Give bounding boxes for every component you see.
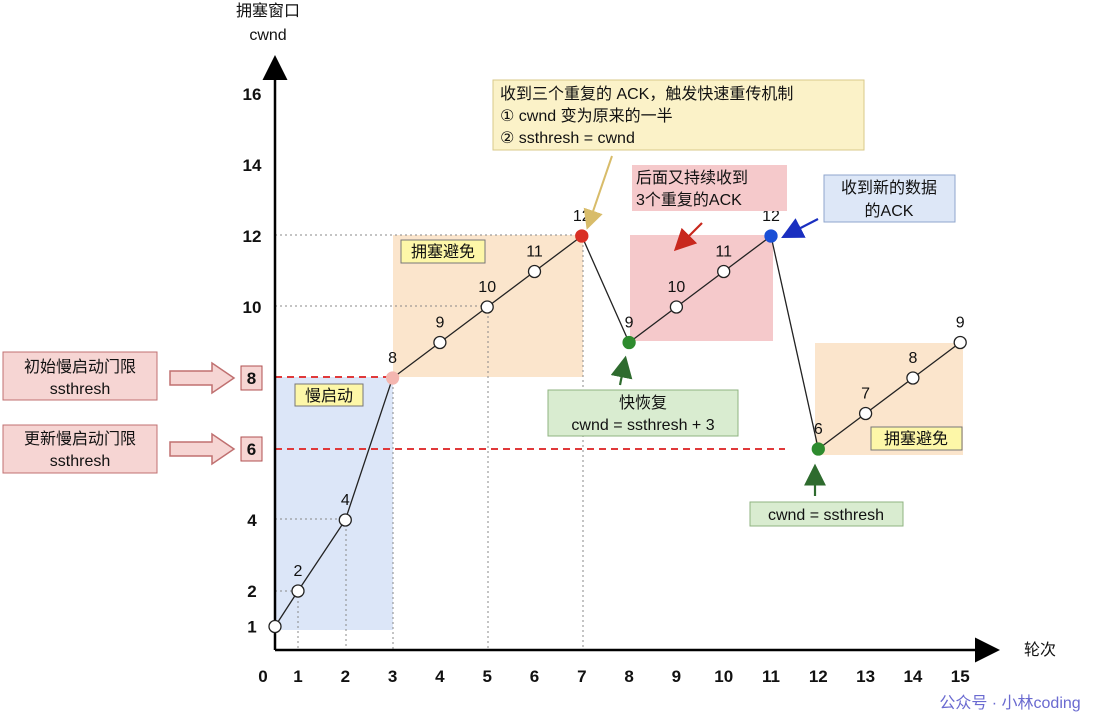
data-point bbox=[764, 229, 778, 243]
data-label: 12 bbox=[573, 208, 591, 225]
data-label: 8 bbox=[388, 350, 397, 367]
right-arrow-icon bbox=[169, 361, 236, 395]
fast-retransmit-note: 收到三个重复的 ACK，触发快速重传机制 ① cwnd 变为原来的一半 ② ss… bbox=[492, 79, 865, 151]
y-tick-label: 12 bbox=[243, 227, 262, 246]
svg-text:快恢复: 快恢复 bbox=[619, 394, 667, 412]
data-label: 11 bbox=[526, 244, 543, 261]
x-tick-label: 2 bbox=[341, 667, 350, 686]
cwnd-series-line bbox=[274, 234, 961, 627]
arrow-icon bbox=[673, 222, 703, 252]
svg-text:ssthresh: ssthresh bbox=[50, 453, 110, 470]
updated-ssthresh-callout: 更新慢启动门限 ssthresh bbox=[2, 424, 158, 474]
x-tick-label: 11 bbox=[762, 667, 780, 686]
x-tick-label: 10 bbox=[714, 667, 733, 686]
ssthresh-8-label: 8 bbox=[247, 369, 256, 388]
data-label: 4 bbox=[341, 492, 350, 509]
svg-text:慢启动: 慢启动 bbox=[305, 387, 353, 405]
data-point bbox=[669, 300, 684, 314]
data-label: 2 bbox=[294, 563, 303, 580]
svg-text:拥塞避免: 拥塞避免 bbox=[411, 243, 475, 261]
new-ack-note: 收到新的数据 的ACK bbox=[823, 174, 956, 223]
svg-text:初始慢启动门限: 初始慢启动门限 bbox=[24, 358, 136, 376]
data-label: 11 bbox=[715, 244, 732, 261]
arrow-icon bbox=[610, 355, 633, 386]
data-point bbox=[433, 335, 447, 350]
svg-text:ssthresh: ssthresh bbox=[50, 381, 110, 398]
data-point bbox=[268, 619, 282, 634]
x-tick-label: 3 bbox=[388, 667, 397, 686]
x-tick-label: 0 bbox=[258, 667, 267, 686]
svg-text:收到新的数据: 收到新的数据 bbox=[841, 179, 937, 197]
x-tick-label: 9 bbox=[672, 667, 681, 686]
data-label: 7 bbox=[861, 386, 870, 403]
svg-text:的ACK: 的ACK bbox=[865, 202, 914, 220]
y-axis-title: 拥塞窗口 bbox=[236, 2, 300, 20]
svg-text:拥塞避免: 拥塞避免 bbox=[884, 430, 948, 448]
svg-text:3个重复的ACK: 3个重复的ACK bbox=[636, 191, 742, 209]
x-tick-label: 13 bbox=[856, 667, 875, 686]
y-axis-unit: cwnd bbox=[249, 27, 286, 44]
right-arrow-icon bbox=[169, 432, 236, 466]
data-label: 8 bbox=[908, 350, 917, 367]
data-point bbox=[858, 406, 873, 421]
svg-text:cwnd = ssthresh + 3: cwnd = ssthresh + 3 bbox=[571, 417, 714, 434]
data-label: 9 bbox=[435, 315, 444, 332]
svg-text:② ssthresh = cwnd: ② ssthresh = cwnd bbox=[500, 130, 635, 147]
data-point bbox=[906, 371, 920, 385]
guide-lines bbox=[275, 234, 584, 650]
ssthresh-6-label: 6 bbox=[247, 440, 256, 459]
x-tick-label: 4 bbox=[435, 667, 445, 686]
x-tick-label: 14 bbox=[903, 667, 922, 686]
svg-text:cwnd = ssthresh: cwnd = ssthresh bbox=[768, 507, 884, 524]
data-label: 10 bbox=[668, 279, 686, 296]
initial-ssthresh-callout: 初始慢启动门限 ssthresh bbox=[2, 351, 158, 401]
y-tick-label: 10 bbox=[243, 298, 262, 317]
x-tick-label: 8 bbox=[624, 667, 633, 686]
arrow-icon bbox=[583, 155, 613, 230]
slow-start-label: 慢启动 bbox=[294, 383, 364, 407]
data-label: 6 bbox=[814, 421, 823, 438]
data-label: 9 bbox=[956, 315, 965, 332]
data-point bbox=[622, 335, 636, 350]
fast-recovery-note: 快恢复 cwnd = ssthresh + 3 bbox=[547, 389, 739, 437]
data-point bbox=[385, 371, 400, 385]
svg-text:更新慢启动门限: 更新慢启动门限 bbox=[24, 430, 136, 448]
y-tick-label: 1 bbox=[247, 618, 256, 637]
x-tick-label: 6 bbox=[530, 667, 539, 686]
y-tick-label: 2 bbox=[247, 582, 256, 601]
data-label: 9 bbox=[625, 315, 634, 332]
svg-text:后面又持续收到: 后面又持续收到 bbox=[636, 169, 748, 187]
data-point bbox=[575, 229, 589, 243]
svg-text:收到三个重复的 ACK，触发快速重传机制: 收到三个重复的 ACK，触发快速重传机制 bbox=[500, 85, 793, 103]
x-tick-label: 15 bbox=[951, 667, 970, 686]
data-point bbox=[811, 442, 825, 456]
x-tick-label: 7 bbox=[577, 667, 586, 686]
cwnd-eq-ssthresh-note: cwnd = ssthresh bbox=[749, 501, 904, 527]
x-tick-label: 1 bbox=[293, 667, 302, 686]
congestion-avoidance-label-1: 拥塞避免 bbox=[400, 239, 486, 264]
y-tick-label: 16 bbox=[243, 85, 262, 104]
x-axis-title: 轮次 bbox=[1024, 641, 1056, 659]
watermark: 公众号 · 小林coding bbox=[939, 694, 1080, 712]
data-point bbox=[291, 584, 305, 598]
more-dup-ack-note: 后面又持续收到 3个重复的ACK bbox=[632, 165, 787, 211]
svg-text:① cwnd 变为原来的一半: ① cwnd 变为原来的一半 bbox=[500, 107, 673, 125]
y-tick-label: 4 bbox=[247, 511, 257, 530]
data-point bbox=[527, 264, 542, 279]
x-tick-label: 12 bbox=[809, 667, 828, 686]
data-label: 10 bbox=[478, 279, 496, 296]
data-point bbox=[717, 264, 731, 279]
y-tick-label: 14 bbox=[243, 156, 262, 175]
data-point bbox=[338, 513, 352, 527]
data-point bbox=[480, 300, 494, 314]
x-tick-label: 5 bbox=[482, 667, 491, 686]
data-point bbox=[953, 335, 967, 350]
arrow-icon bbox=[781, 218, 819, 239]
data-label: 12 bbox=[762, 208, 780, 225]
congestion-avoidance-label-2: 拥塞避免 bbox=[870, 426, 963, 451]
